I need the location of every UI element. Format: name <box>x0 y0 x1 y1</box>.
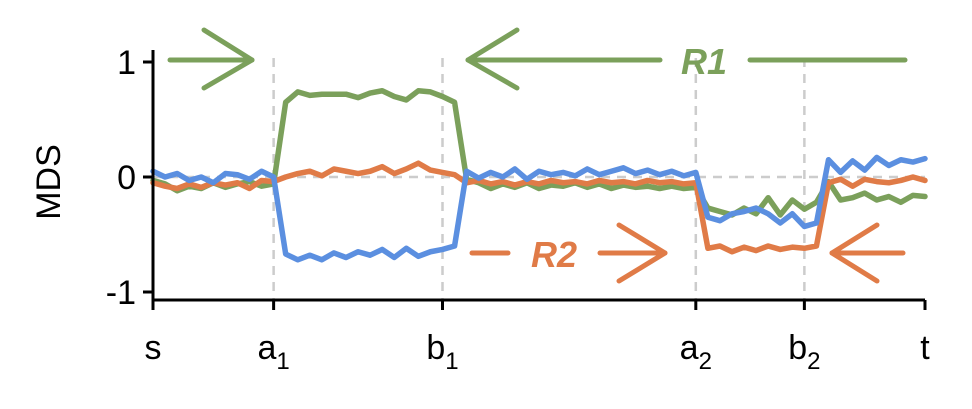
annotations: R1 R2 <box>167 27 908 284</box>
ticks: 1 0 -1s a1 b1 a2 b2 t <box>106 44 931 375</box>
y-tick-label: 1 <box>117 44 136 82</box>
x-tick-label: a2 <box>680 329 712 375</box>
y-axis-title: MDS <box>30 144 68 220</box>
series-line-0 <box>150 88 928 218</box>
r1-label: R1 <box>681 41 727 82</box>
x-tick-label: s <box>145 329 162 367</box>
series-line-2 <box>150 154 928 263</box>
y-tick-label: -1 <box>106 274 136 312</box>
x-tick-label: t <box>920 329 930 367</box>
axes <box>151 50 925 302</box>
series-line-1 <box>150 160 928 255</box>
x-tick-label: b2 <box>788 329 820 375</box>
r1-arrow-left-icon <box>465 27 908 91</box>
series-lines <box>150 88 928 263</box>
y-tick-label: 0 <box>117 159 136 197</box>
r2-label: R2 <box>531 234 577 275</box>
x-tick-label: a1 <box>257 329 289 375</box>
r2-arrow-left-icon <box>829 222 906 284</box>
x-tick-label: b1 <box>426 329 458 375</box>
r2-arrow-right-icon <box>469 222 668 284</box>
r1-arrow-right-icon <box>167 27 255 91</box>
